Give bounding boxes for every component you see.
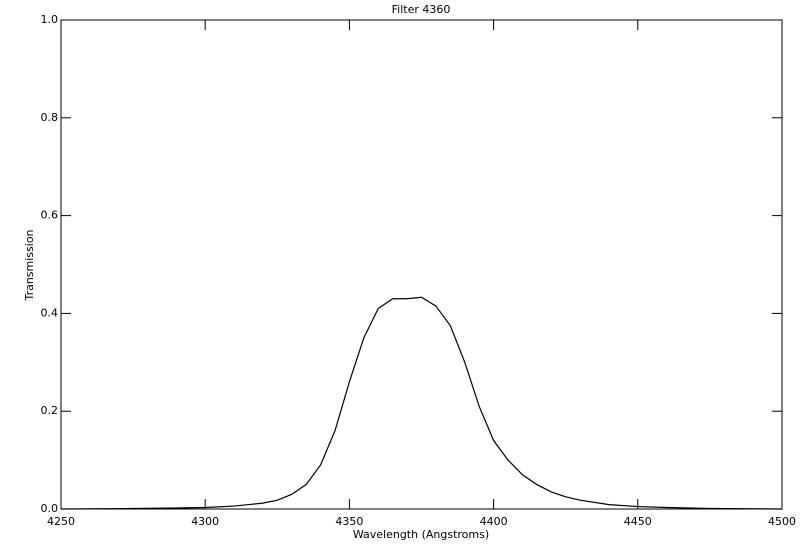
y-axis-label: Transmission: [23, 229, 36, 301]
y-tick-label: 0.6: [41, 209, 59, 222]
line-series: [60, 296, 783, 510]
x-tick-label: 4400: [480, 515, 508, 528]
chart-title: Filter 4360: [392, 3, 451, 16]
x-tick-label: 4300: [191, 515, 219, 528]
y-tick-label: 0.8: [41, 111, 59, 124]
x-axis-label: Wavelength (Angstroms): [353, 528, 489, 541]
x-tick-label: 4450: [624, 515, 652, 528]
y-tick-label: 1.0: [41, 13, 59, 26]
x-tick-label: 4500: [768, 515, 796, 528]
x-tick-label: 4350: [335, 515, 363, 528]
y-tick-label: 0.0: [41, 502, 59, 515]
y-tick-label: 0.2: [41, 404, 59, 417]
x-tick-label: 4250: [47, 515, 75, 528]
plot-frame: [60, 19, 783, 510]
y-tick-label: 0.4: [41, 306, 59, 319]
